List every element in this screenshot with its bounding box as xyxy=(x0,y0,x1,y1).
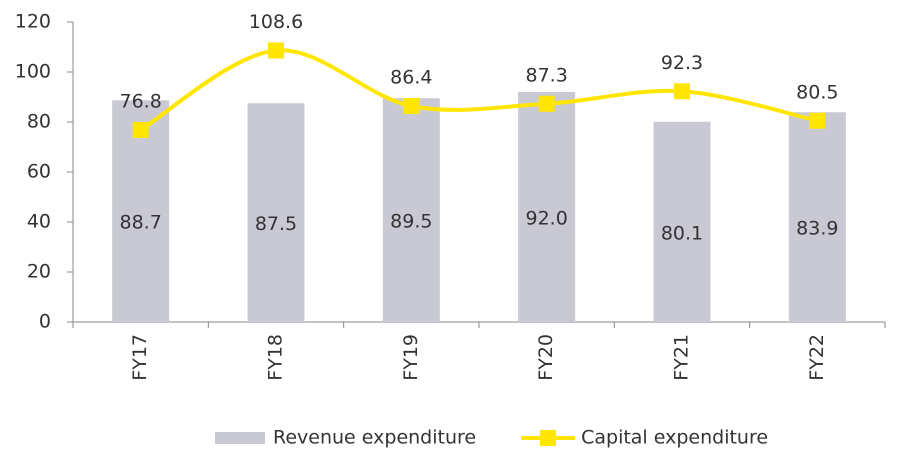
x-tick-label: FY19 xyxy=(400,334,422,381)
marker xyxy=(403,98,420,114)
bar xyxy=(382,98,440,322)
data-label: 108.6 xyxy=(249,11,303,33)
data-label: 80.5 xyxy=(796,81,838,103)
data-label: 87.5 xyxy=(255,213,297,235)
x-tick-label: FY17 xyxy=(129,334,151,381)
data-label: 76.8 xyxy=(120,91,162,113)
marker xyxy=(538,95,555,112)
marker xyxy=(674,83,690,100)
bar xyxy=(788,112,846,322)
y-tick-label: 40 xyxy=(27,211,51,233)
y-tick-label: 60 xyxy=(27,161,51,183)
bar xyxy=(653,121,711,322)
data-label: 83.9 xyxy=(796,218,838,240)
x-tick-label: FY21 xyxy=(671,334,693,381)
x-tick-label: FY22 xyxy=(806,334,828,381)
y-tick-label: 0 xyxy=(39,311,51,333)
y-tick-label: 120 xyxy=(15,11,51,33)
data-label: 86.4 xyxy=(390,67,432,89)
legend-swatch xyxy=(540,430,557,446)
y-tick-label: 20 xyxy=(27,261,51,283)
marker xyxy=(132,122,149,138)
data-label: 87.3 xyxy=(526,64,568,86)
legend-label: Revenue expenditure xyxy=(273,427,476,449)
marker xyxy=(809,112,826,129)
line xyxy=(139,48,818,132)
marker xyxy=(268,42,284,59)
data-label: 80.1 xyxy=(661,222,703,244)
y-tick-label: 80 xyxy=(27,111,51,133)
legend-swatch xyxy=(215,432,265,444)
data-label: 89.5 xyxy=(390,211,432,233)
bar xyxy=(247,103,305,322)
bar xyxy=(518,92,576,322)
data-label: 88.7 xyxy=(120,212,162,234)
y-tick-label: 100 xyxy=(15,61,51,83)
data-label: 92.0 xyxy=(526,208,568,230)
data-label: 92.3 xyxy=(661,52,703,74)
x-tick-label: FY20 xyxy=(535,334,557,381)
x-tick-label: FY18 xyxy=(265,334,287,381)
legend-label: Capital expenditure xyxy=(581,427,768,449)
